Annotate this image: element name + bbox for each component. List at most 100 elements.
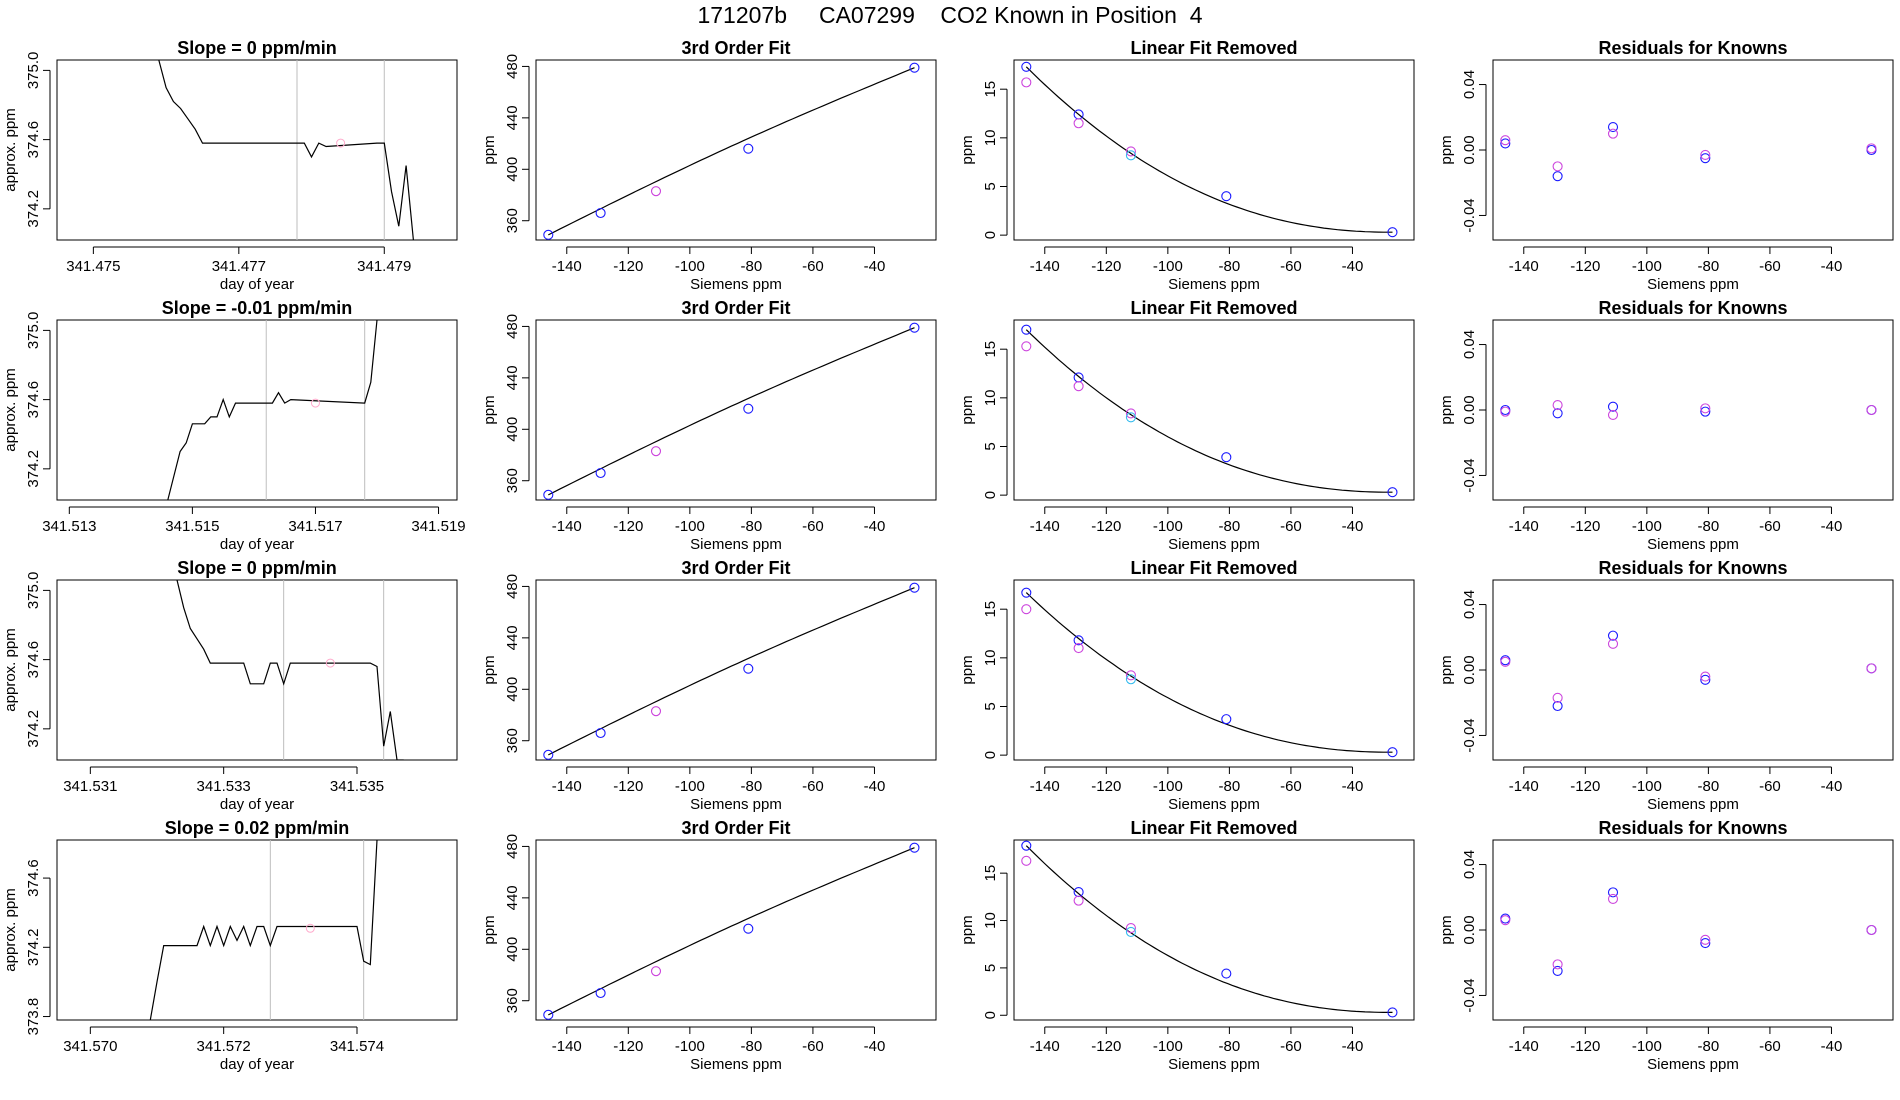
y-tick-label: -0.04: [1461, 458, 1478, 492]
data-point-magenta: [1125, 408, 1136, 419]
x-tick-label: -80: [741, 778, 763, 795]
panel-r2-slope: Slope = -0.01 ppm/min 341.513 341.515 341.5…: [2, 298, 466, 553]
x-axis-label: Siemens ppm: [1168, 276, 1260, 293]
y-tick-label: -0.04: [1461, 978, 1478, 1012]
plot-frame: [1013, 579, 1415, 761]
x-tick-label: -100: [675, 1038, 705, 1055]
data-point-blue: [1700, 674, 1711, 685]
plot-area: [543, 322, 920, 500]
data-point-magenta: [1500, 915, 1511, 926]
plot-area: [543, 62, 920, 240]
x-tick-label: 341.570: [63, 1038, 117, 1055]
x-tick-label: -100: [1632, 258, 1662, 275]
data-point-magenta: [1607, 893, 1619, 904]
panel-r4-fit: 3rd Order Fit -140 -120 -100 -80 -60 -40 Siemen…: [481, 818, 937, 1073]
y-tick-label: 360: [504, 468, 521, 493]
x-tick-label: -80: [1698, 778, 1720, 795]
data-point-blue: [1700, 406, 1711, 417]
y-tick-label: 375.0: [25, 312, 42, 350]
data-point-blue: [595, 987, 606, 999]
y-axis-label: ppm: [481, 655, 498, 684]
x-axis-label: Siemens ppm: [1168, 1056, 1260, 1073]
data-point-cyan: [1125, 150, 1136, 161]
data-point-blue: [1221, 968, 1232, 979]
x-tick-label: 341.479: [357, 258, 411, 275]
data-point-blue: [1607, 401, 1619, 412]
data-point-blue: [1021, 587, 1032, 598]
data-point-blue: [1552, 171, 1563, 182]
x-tick-label: -120: [1570, 1038, 1600, 1055]
y-tick-label: 360: [504, 208, 521, 233]
plot-frame: [1013, 839, 1415, 1021]
y-tick-label: 440: [504, 105, 521, 130]
y-tick-label: 10: [982, 912, 999, 929]
x-axis-label: Siemens ppm: [690, 276, 782, 293]
data-point-blue: [1021, 324, 1032, 335]
x-tick-label: -120: [1091, 778, 1121, 795]
data-point-blue: [543, 749, 554, 760]
x-tick-label: -40: [1342, 778, 1364, 795]
chart-title: Slope = -0.01 ppm/min: [162, 298, 353, 318]
data-point-magenta: [1073, 643, 1084, 654]
x-axis-label: day of year: [220, 1056, 294, 1073]
fit-curve-line: [1025, 66, 1393, 233]
data-point-blue: [1700, 153, 1711, 164]
fit-curve-line: [548, 67, 915, 236]
plot-area: [1021, 61, 1398, 238]
x-tick-label: 341.519: [411, 518, 465, 535]
analyzer-trace-line: [158, 60, 414, 240]
data-point-cyan: [1125, 926, 1136, 937]
y-tick-label: 440: [504, 365, 521, 390]
plot-frame: [1492, 59, 1894, 241]
data-point-blue: [1387, 227, 1398, 238]
data-point-blue: [1607, 630, 1619, 641]
y-axis-label: ppm: [959, 655, 976, 684]
data-point-magenta: [650, 706, 662, 717]
x-tick-label: -60: [802, 258, 824, 275]
x-tick-label: -40: [864, 778, 886, 795]
data-point-blue: [543, 1009, 554, 1020]
x-tick-label: -80: [1219, 778, 1241, 795]
x-tick-label: 341.574: [330, 1038, 384, 1055]
x-tick-label: 341.533: [197, 778, 251, 795]
fit-curve-line: [1025, 845, 1393, 1013]
plot-area: [1500, 122, 1877, 182]
data-point-magenta: [1500, 656, 1511, 667]
y-tick-label: 15: [982, 341, 999, 358]
y-axis-label: ppm: [1438, 135, 1455, 164]
data-point-magenta: [1552, 161, 1563, 172]
data-point-magenta: [1866, 924, 1877, 936]
y-tick-label: 480: [504, 574, 521, 599]
plot-frame: [56, 59, 458, 241]
plot-area: [149, 840, 378, 1020]
panel-r2-lin: Linear Fit Removed -140 -120 -100 -80 -60 -40 S…: [959, 298, 1415, 553]
data-point-blue: [1700, 938, 1711, 949]
data-point-blue: [1073, 887, 1084, 898]
data-point-blue: [909, 62, 920, 73]
x-tick-label: 341.517: [288, 518, 342, 535]
plot-frame: [1492, 319, 1894, 501]
plot-frame: [56, 319, 458, 501]
y-tick-label: 0.00: [1461, 135, 1478, 164]
x-tick-label: -40: [1821, 778, 1843, 795]
data-point-magenta: [1552, 692, 1563, 703]
x-tick-label: -60: [1280, 1038, 1302, 1055]
panel-r4-slope: Slope = 0.02 ppm/min 341.570 341.572 341.57…: [2, 818, 458, 1073]
x-tick-label: -140: [552, 1038, 582, 1055]
y-tick-label: 5: [982, 702, 999, 710]
data-point-blue: [1552, 700, 1563, 712]
x-axis-label: Siemens ppm: [1168, 796, 1260, 813]
y-axis-label: ppm: [481, 395, 498, 424]
plot-frame: [535, 59, 937, 241]
x-tick-label: -100: [1632, 778, 1662, 795]
data-point-blue: [1221, 452, 1232, 463]
y-tick-label: 400: [504, 677, 521, 702]
x-axis-label: day of year: [220, 536, 294, 553]
panel-r1-res: Residuals for Knowns -140 -120 -100 -80 -60 -4…: [1438, 38, 1894, 293]
data-point-magenta: [1500, 406, 1511, 417]
y-tick-label: -0.04: [1461, 198, 1478, 232]
chart-title: 3rd Order Fit: [681, 818, 790, 838]
data-point-blue: [909, 322, 920, 333]
data-point-blue: [1552, 965, 1563, 976]
x-axis-label: day of year: [220, 276, 294, 293]
